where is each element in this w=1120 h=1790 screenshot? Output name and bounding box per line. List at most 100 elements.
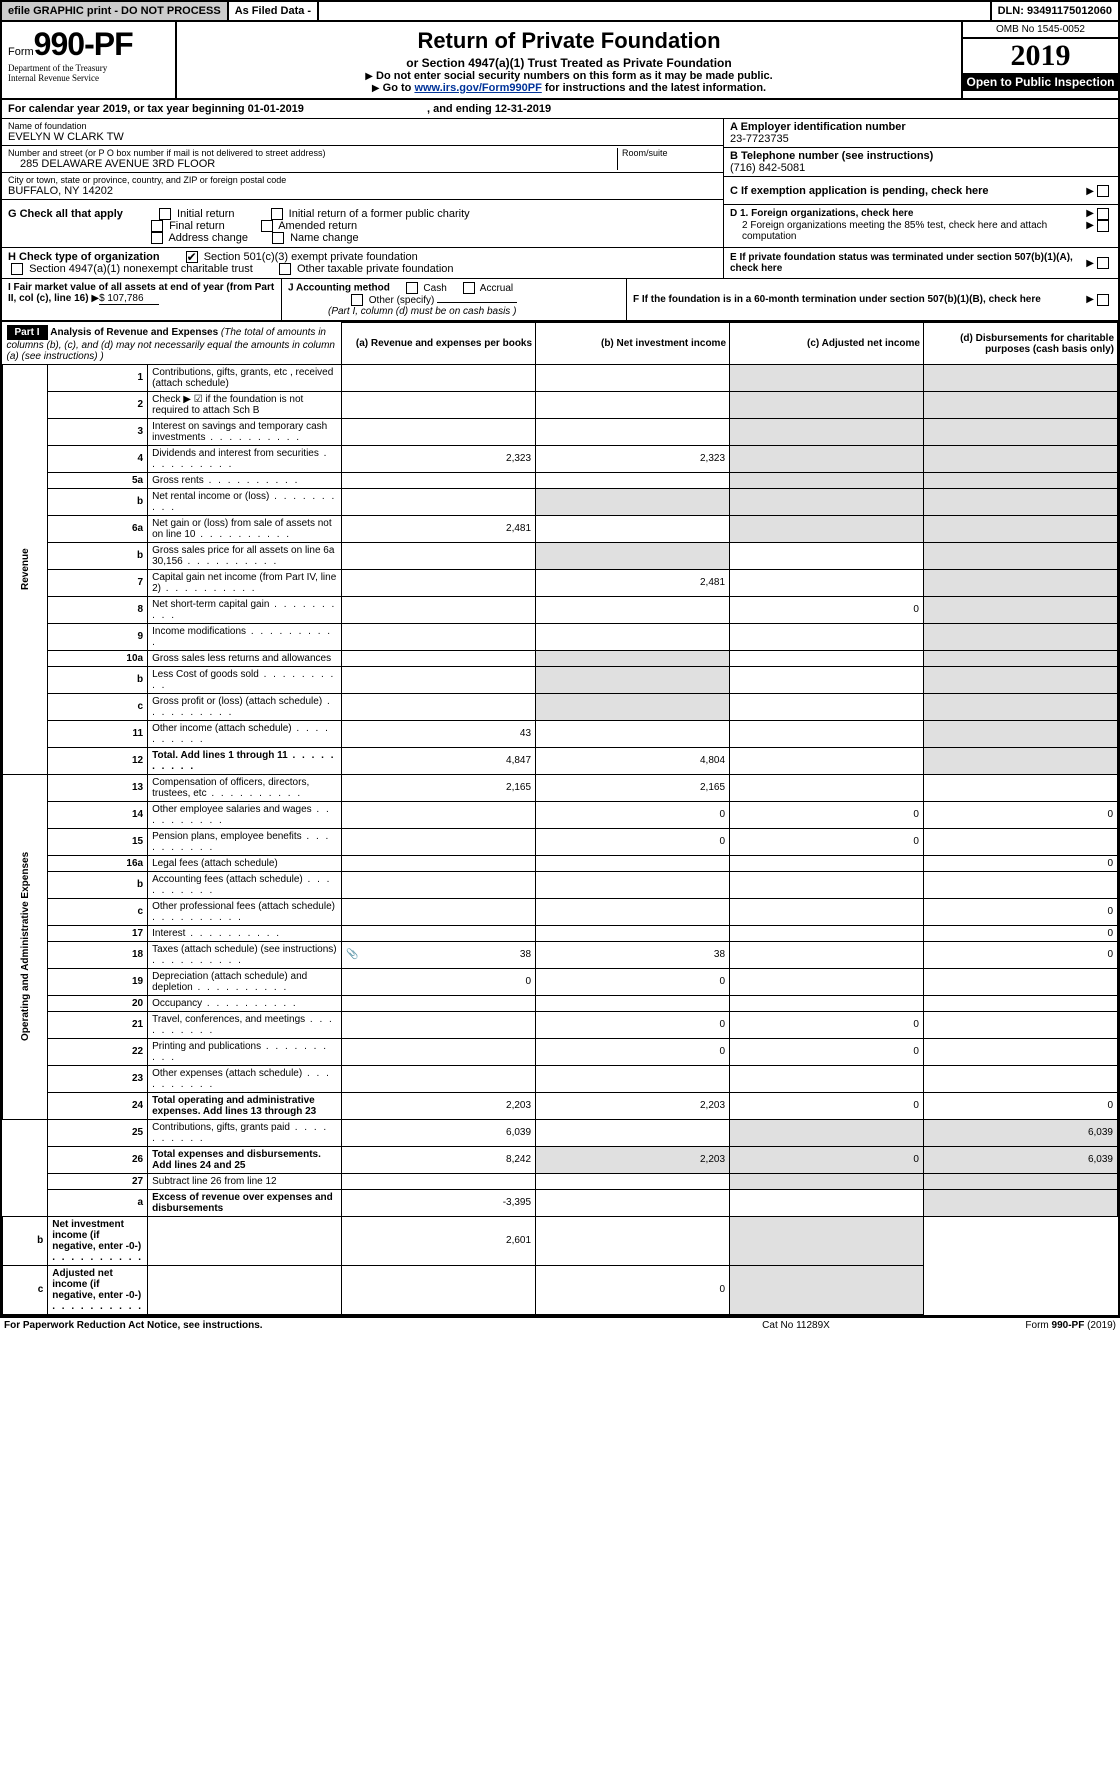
ein-value: 23-7723735 [730,133,1112,145]
row-number: c [48,693,148,720]
checkbox-other[interactable] [351,294,363,306]
cell-c [730,925,924,941]
checkbox-501c3[interactable] [186,251,198,263]
cell-b: 2,203 [536,1092,730,1119]
col-b-header: (b) Net investment income [536,323,730,365]
city: BUFFALO, NY 14202 [8,185,717,197]
cell-d [923,995,1117,1011]
cell-a [342,666,536,693]
cell-b [536,995,730,1011]
irs-label: Internal Revenue Service [8,73,169,83]
checkbox-c[interactable] [1097,185,1109,197]
cell-b [536,1189,730,1216]
row-number: 22 [48,1038,148,1065]
cell-d [923,828,1117,855]
form-container: efile GRAPHIC print - DO NOT PROCESS As … [0,0,1120,1333]
cell-d [730,1265,924,1314]
cell-c: 0 [730,1038,924,1065]
row-description: Gross sales less returns and allowances [148,650,342,666]
row-number: 8 [48,596,148,623]
row-description: Interest [148,925,342,941]
checkbox-initial-former[interactable] [271,208,283,220]
revenue-side-label: Revenue [3,364,48,774]
checkbox-initial[interactable] [159,208,171,220]
cell-d [923,968,1117,995]
row-description: Less Cost of goods sold [148,666,342,693]
cell-c [730,569,924,596]
table-row: 5aGross rents [3,472,1118,488]
table-row: Operating and Administrative Expenses13C… [3,774,1118,801]
checkbox-e[interactable] [1097,257,1109,269]
checkbox-f[interactable] [1097,294,1109,306]
arrow-icon [91,293,99,304]
row-number: 12 [48,747,148,774]
row-number: 17 [48,925,148,941]
checkbox-name[interactable] [272,232,284,244]
cell-b: 38 [536,941,730,968]
address-cell: Number and street (or P O box number if … [2,146,723,173]
cell-d [923,720,1117,747]
cell-d [923,569,1117,596]
cell-b [536,364,730,391]
cell-c [730,364,924,391]
cell-a: 2,165 [342,774,536,801]
ijf-row: I Fair market value of all assets at end… [0,279,1120,322]
cell-b: 2,323 [536,445,730,472]
row-number: 23 [48,1065,148,1092]
irs-link[interactable]: www.irs.gov/Form990PF [414,82,541,94]
foundation-name-cell: Name of foundation EVELYN W CLARK TW [2,119,723,146]
checkbox-other-tax[interactable] [279,263,291,275]
cell-d [923,623,1117,650]
row-description: Subtract line 26 from line 12 [148,1173,342,1189]
cell-c: 0 [730,1011,924,1038]
cell-c [730,515,924,542]
cell-a: 8,242 [342,1146,536,1173]
form-number: 990-PF [34,26,133,62]
arrow-icon [365,70,373,82]
cell-a [342,623,536,650]
checkbox-cash[interactable] [406,282,418,294]
cell-a [342,488,536,515]
cell-d [923,650,1117,666]
cell-a [342,871,536,898]
checkbox-d2[interactable] [1097,220,1109,232]
checkbox-final[interactable] [151,220,163,232]
cell-b: 2,165 [536,774,730,801]
row-description: Accounting fees (attach schedule) [148,871,342,898]
table-row: 8Net short-term capital gain0 [3,596,1118,623]
checkbox-amended[interactable] [261,220,273,232]
cell-d [923,1038,1117,1065]
row-number: 15 [48,828,148,855]
cell-c [730,898,924,925]
row-number: 26 [48,1146,148,1173]
table-row: 19Depreciation (attach schedule) and dep… [3,968,1118,995]
table-row: 10aGross sales less returns and allowanc… [3,650,1118,666]
phone-value: (716) 842-5081 [730,162,1112,174]
row-description: Adjusted net income (if negative, enter … [48,1265,148,1314]
table-row: 23Other expenses (attach schedule) [3,1065,1118,1092]
cell-a [342,925,536,941]
row-description: Net rental income or (loss) [148,488,342,515]
cell-b: 0 [536,1038,730,1065]
checkbox-4947[interactable] [11,263,23,275]
cell-c: 0 [536,1265,730,1314]
table-row: bAccounting fees (attach schedule) [3,871,1118,898]
attachment-icon[interactable]: 📎 [346,949,358,960]
table-row: bNet rental income or (loss) [3,488,1118,515]
row-number: 13 [48,774,148,801]
i-fmv: I Fair market value of all assets at end… [2,279,282,320]
checkbox-accrual[interactable] [463,282,475,294]
cell-b [536,666,730,693]
checkbox-d1[interactable] [1097,208,1109,220]
col-a-header: (a) Revenue and expenses per books [342,323,536,365]
dln-cell: DLN: 93491175012060 [992,2,1118,20]
row-description: Capital gain net income (from Part IV, l… [148,569,342,596]
table-row: bGross sales price for all assets on lin… [3,542,1118,569]
address: 285 DELAWARE AVENUE 3RD FLOOR [8,158,617,170]
cell-b [536,488,730,515]
table-row: 9Income modifications [3,623,1118,650]
cell-c [730,666,924,693]
cell-b [536,542,730,569]
cell-b: 0 [536,968,730,995]
checkbox-address[interactable] [151,232,163,244]
